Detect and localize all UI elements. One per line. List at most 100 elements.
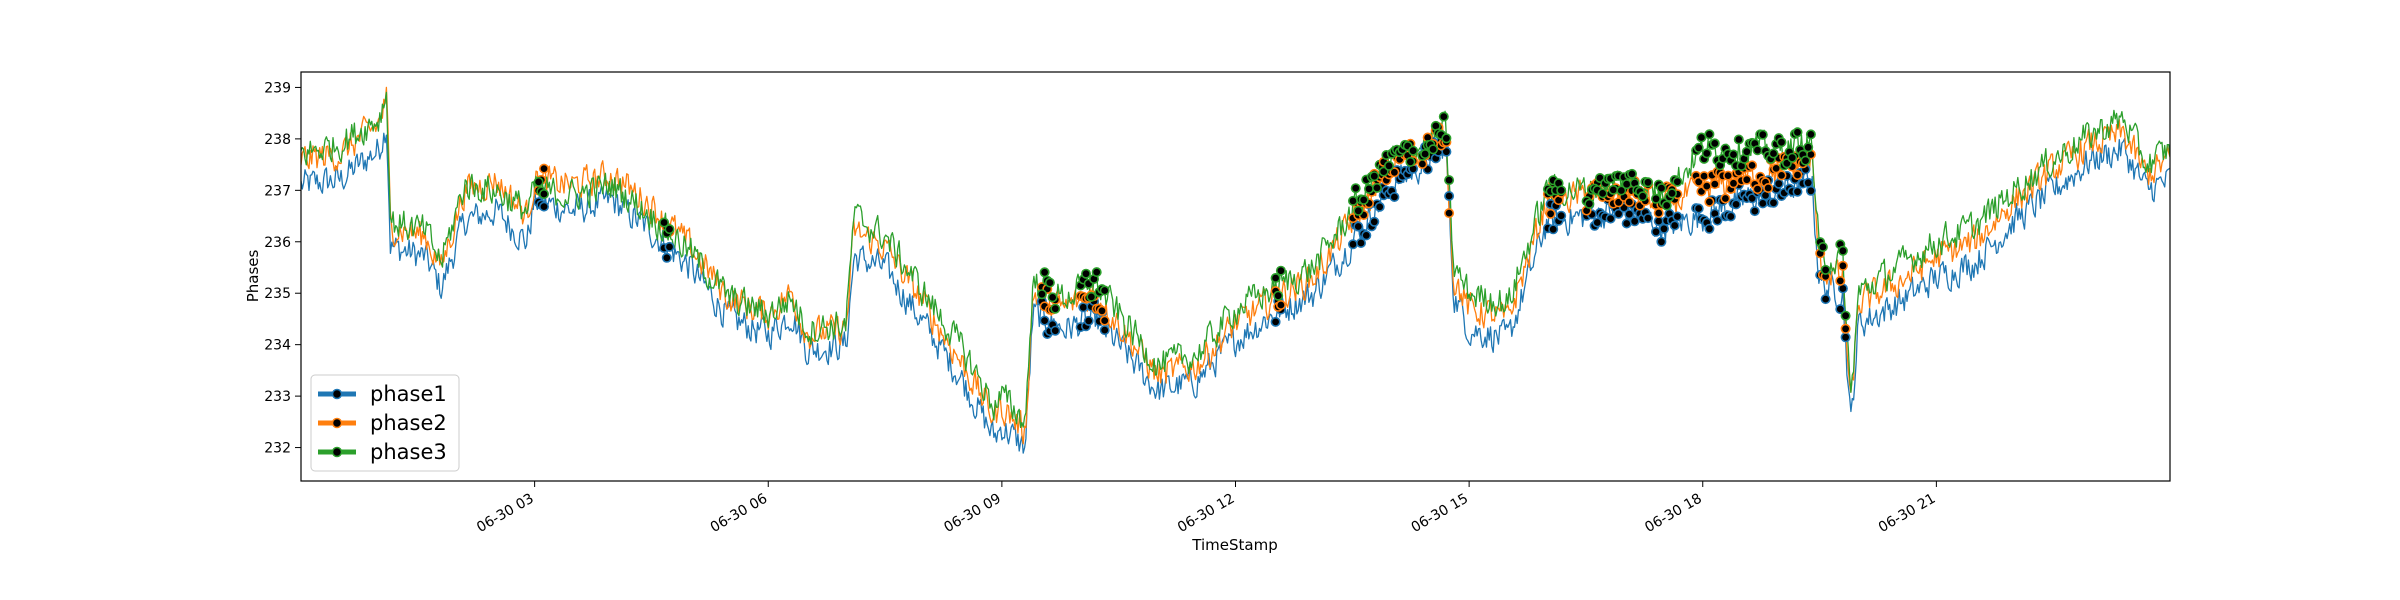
marker-point [1693,203,1704,214]
series-line-phase2 [301,86,2170,445]
legend-marker-phase1 [331,388,343,400]
legend-marker-phase3 [331,446,343,458]
marker-point [1835,275,1846,286]
marker-point [1627,168,1638,179]
marker-point [538,201,549,212]
series-line-phase1 [301,132,2170,454]
marker-point [1086,291,1097,302]
marker-point [1840,323,1851,334]
marker-point [1039,315,1050,326]
marker-point [1704,129,1715,140]
marker-point [1592,217,1603,228]
marker-point [1805,129,1816,140]
marker-point [1369,216,1380,227]
marker-point [533,176,544,187]
marker-point [1428,144,1439,155]
marker-point [1081,268,1092,279]
x-tick-label: 06-30 09 [941,491,1004,536]
marker-point [1444,191,1455,202]
marker-point [1039,267,1050,278]
marker-point [1659,223,1670,234]
marker-point [1776,170,1787,181]
legend-label-phase3: phase3 [370,440,447,464]
marker-point [1693,142,1704,153]
marker-point [1624,209,1635,220]
marker-point [1643,177,1654,188]
marker-point [1099,325,1110,336]
marker-point [538,163,549,174]
marker-point [1584,198,1595,209]
marker-point [1792,170,1803,181]
marker-point [1372,182,1383,193]
marker-point [1661,200,1672,211]
marker-point [1840,332,1851,343]
marker-point [1747,160,1758,171]
marker-point [1605,213,1616,224]
marker-point [1725,211,1736,222]
marker-point [1348,195,1359,206]
y-tick-label: 235 [264,286,291,302]
marker-point [1728,149,1739,160]
legend: phase1 phase2 phase3 [310,374,460,472]
marker-point [1835,304,1846,315]
marker-point [1696,132,1707,143]
marker-point [1408,145,1419,156]
marker-point [1651,226,1662,237]
marker-point [659,217,670,228]
y-tick-label: 237 [264,183,291,199]
marker-point [1420,149,1431,160]
marker-point [1768,197,1779,208]
marker-point [1597,188,1608,199]
marker-point [1643,213,1654,224]
marker-point [1792,127,1803,138]
marker-point [1441,133,1452,144]
marker-point [1361,230,1372,241]
marker-point [1270,272,1281,283]
marker-point [1556,210,1567,221]
marker-point [1653,216,1664,227]
marker-point [1444,208,1455,219]
marker-point [1624,197,1635,208]
marker-point [1741,174,1752,185]
marker-point [1364,183,1375,194]
marker-point [661,252,672,263]
marker-point [1709,138,1720,149]
marker-point [1704,196,1715,207]
marker-point [1820,264,1831,275]
x-tick-label: 06-30 12 [1175,491,1238,536]
marker-point [1733,134,1744,145]
marker-point [1099,285,1110,296]
y-tick-label: 239 [264,80,291,96]
x-axis: 06-30 03 06-30 06 06-30 09 06-30 12 06-30 15… [474,481,1938,536]
marker-point [1757,129,1768,140]
marker-point [1817,242,1828,253]
marker-point [1083,315,1094,326]
marker-point [1405,156,1416,167]
marker-point [1417,159,1428,170]
y-tick-label: 238 [264,132,291,148]
marker-point [1078,302,1089,313]
marker-point [1741,146,1752,157]
plot-area [300,71,2171,482]
marker-point [1050,303,1061,314]
marker-point [1350,183,1361,194]
marker-point [1752,184,1763,195]
marker-point [1047,292,1058,303]
marker-point [1348,239,1359,250]
series-lines [301,86,2170,454]
marker-point [1752,145,1763,156]
marker-point [1044,277,1055,288]
y-axis: 232 233 234 235 236 237 238 239 [264,80,301,457]
y-tick-label: 232 [264,441,291,457]
marker-point [1444,175,1455,186]
marker-point [664,241,675,252]
marker-point [1699,171,1710,182]
marker-point [1840,310,1851,321]
x-tick-label: 06-30 06 [708,491,771,536]
marker-point [1050,325,1061,336]
marker-point [1800,155,1811,166]
legend-label-phase2: phase2 [370,411,447,435]
marker-point [1787,152,1798,163]
marker-point [1704,223,1715,234]
marker-point [1667,188,1678,199]
